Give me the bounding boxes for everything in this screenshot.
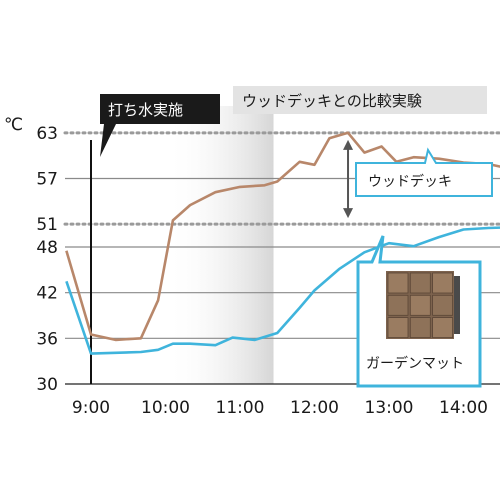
difference-arrow [343,139,354,219]
garden-mat-label: ガーデンマット [366,355,464,372]
series-line-wood-deck [65,131,500,342]
x-tick-label-1400: 14:00 [439,398,488,418]
annotation-text: 打ち水実施 [108,101,183,119]
y-tick-label-63: 63 [36,124,58,144]
series-line-garden-mat [65,226,500,355]
y-tick-label-51: 51 [36,215,58,235]
x-tick-label-1100: 11:00 [216,398,265,418]
y-axis-unit: ℃ [4,115,23,135]
y-tick-label-42: 42 [36,284,58,304]
x-tick-label-1200: 12:00 [290,398,339,418]
y-tick-label-36: 36 [36,329,58,349]
annotation-tag [100,94,220,157]
garden-mat-tile-icon [386,271,460,339]
y-tick-label-30: 30 [36,375,58,395]
y-tick-label-48: 48 [36,238,58,258]
x-tick-labels: 9:00 10:00 11:00 12:00 13:00 14:00 [72,398,488,418]
wood-deck-callout [355,147,493,197]
difference-arrow-head-bottom [343,208,354,219]
chart-title-band [233,86,487,114]
y-tick-label-57: 57 [36,170,58,190]
chart-title: ウッドデッキとの比較実験 [242,92,422,110]
x-tick-label-1300: 13:00 [365,398,414,418]
shaded-region [165,106,274,384]
x-tick-label-900: 9:00 [72,398,110,418]
wood-deck-label: ウッドデッキ [368,173,452,190]
y-tick-labels: 30 36 42 48 51 57 63 [36,124,58,395]
x-tick-label-1000: 10:00 [141,398,190,418]
reference-dotted-lines [63,131,500,226]
difference-arrow-head-top [343,139,354,150]
